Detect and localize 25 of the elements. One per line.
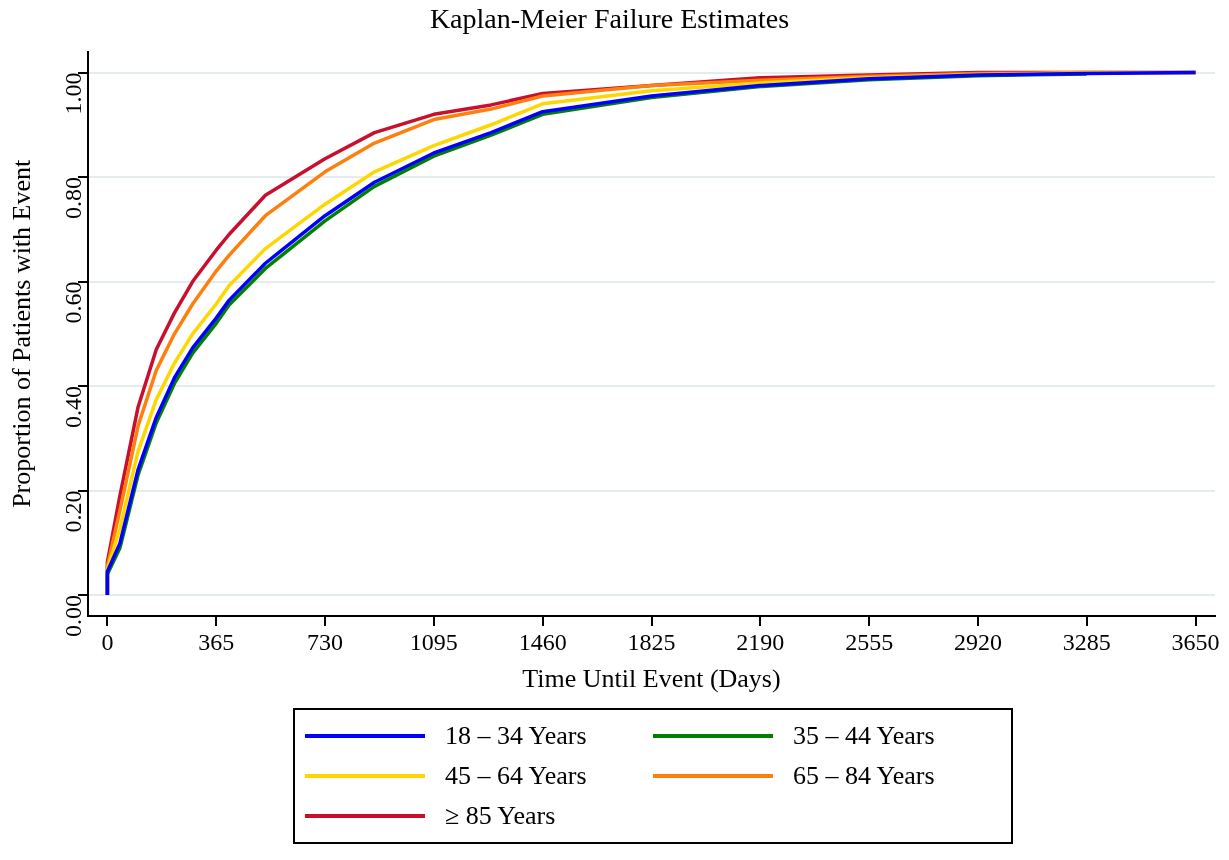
x-tick-label: 2190 — [736, 628, 785, 655]
x-axis-title: Time Until Event (Days) — [522, 664, 781, 694]
y-axis-title: Proportion of Patients with Event — [7, 158, 37, 508]
y-tick-label: 0.40 — [60, 386, 87, 429]
x-tick-label: 0 — [101, 628, 114, 655]
x-tick-label: 365 — [198, 628, 235, 655]
x-tick-label: 2920 — [953, 628, 1002, 655]
y-tick-label: 0.20 — [60, 490, 87, 533]
y-tick-label: 0.00 — [60, 595, 87, 638]
legend-label: ≥ 85 Years — [445, 801, 556, 831]
legend-label: 35 – 44 Years — [793, 721, 935, 751]
y-tick-label: 0.80 — [60, 177, 87, 220]
x-tick-label: 3285 — [1062, 628, 1111, 655]
y-tick-label: 0.60 — [60, 281, 87, 324]
x-tick-label: 3650 — [1171, 628, 1220, 655]
x-tick-label: 1095 — [409, 628, 458, 655]
legend-label: 45 – 64 Years — [445, 761, 587, 791]
x-tick-label: 730 — [307, 628, 344, 655]
x-tick-label: 1460 — [518, 628, 567, 655]
y-tick-label: 1.00 — [60, 72, 87, 115]
x-tick-label: 1825 — [627, 628, 676, 655]
chart-title: Kaplan-Meier Failure Estimates — [429, 3, 790, 35]
x-tick-label: 2555 — [845, 628, 894, 655]
legend-label: 18 – 34 Years — [445, 721, 587, 751]
legend-label: 65 – 84 Years — [793, 761, 935, 791]
